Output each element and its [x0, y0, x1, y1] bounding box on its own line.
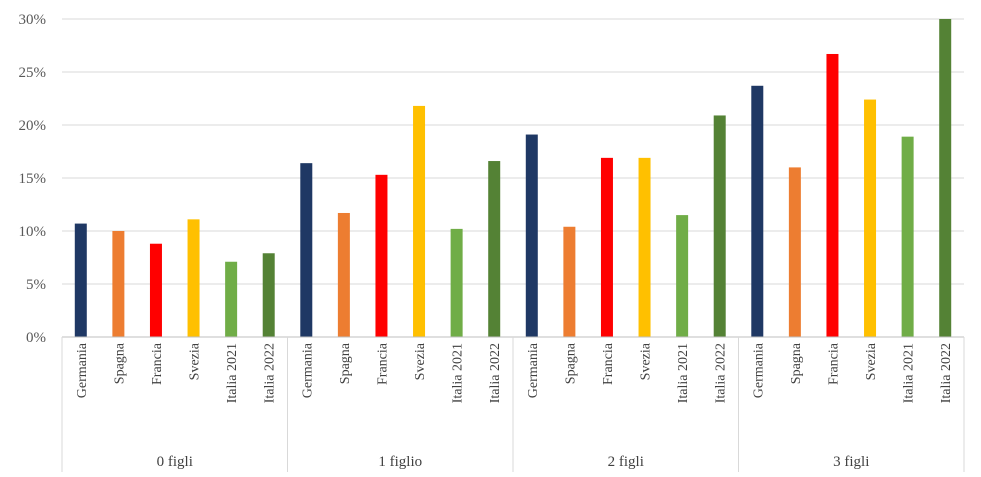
- bar-germania: [74, 223, 87, 337]
- bar-italia-2021: [676, 215, 689, 337]
- group-label: 2 figli: [608, 454, 644, 470]
- bar-svezia: [187, 219, 200, 337]
- bar-italia-2021: [225, 261, 238, 337]
- group-label: 3 figli: [833, 454, 869, 470]
- bar-italia-2021: [450, 228, 463, 337]
- bar-spagna: [112, 231, 125, 337]
- group-label: 0 figli: [157, 454, 193, 470]
- bar-germania: [300, 163, 313, 337]
- bar-italia-2022: [713, 115, 726, 338]
- x-axis: Germania Spagna Francia Svezia Italia 2021 It…: [61, 336, 965, 472]
- category-label: Italia 2022: [488, 343, 503, 403]
- category-label: Spagna: [338, 342, 353, 384]
- bar-francia: [149, 243, 162, 337]
- y-tick-label: 0%: [26, 330, 46, 346]
- bar-francia: [600, 157, 613, 337]
- bar-svezia: [864, 99, 877, 337]
- bar-svezia: [413, 105, 426, 337]
- y-tick-label: 10%: [19, 224, 47, 240]
- category-label: Francia: [150, 342, 165, 385]
- bar-spagna: [788, 167, 801, 337]
- category-label: Germania: [751, 342, 766, 398]
- category-label: Spagna: [563, 342, 578, 384]
- category-label: Francia: [601, 342, 616, 385]
- category-label: Svezia: [413, 342, 428, 380]
- category-label: Francia: [826, 342, 841, 385]
- bar-italia-2022: [939, 19, 952, 337]
- bar-spagna: [563, 226, 576, 337]
- y-tick-label: 15%: [19, 171, 47, 187]
- bar-germania: [525, 134, 538, 337]
- category-label: Italia 2021: [451, 343, 466, 403]
- bars: [74, 19, 952, 338]
- category-label: Svezia: [188, 342, 203, 380]
- bar-italia-2022: [488, 161, 501, 337]
- category-label: Germania: [75, 342, 90, 398]
- y-axis: 0% 5% 10% 15% 20% 25% 30%: [19, 12, 47, 346]
- category-label: Italia 2022: [263, 343, 278, 403]
- group-label: 1 figlio: [378, 454, 422, 470]
- category-label: Spagna: [112, 342, 127, 384]
- category-label: Italia 2022: [714, 343, 729, 403]
- bar-germania: [751, 85, 764, 337]
- category-label: Italia 2021: [902, 343, 917, 403]
- category-label: Svezia: [639, 342, 654, 380]
- category-label: Italia 2022: [939, 343, 954, 403]
- bar-italia-2022: [262, 253, 275, 337]
- category-label: Germania: [526, 342, 541, 398]
- y-tick-label: 5%: [26, 277, 46, 293]
- gridlines: [62, 18, 964, 338]
- bar-francia: [375, 174, 388, 337]
- bar-svezia: [638, 157, 651, 337]
- category-label: Italia 2021: [225, 343, 240, 403]
- bar-italia-2021: [901, 136, 914, 337]
- bar-spagna: [337, 212, 350, 337]
- y-tick-label: 20%: [19, 118, 47, 134]
- y-tick-label: 30%: [19, 12, 47, 28]
- category-label: Italia 2021: [676, 343, 691, 403]
- bar-francia: [826, 53, 839, 337]
- category-label: Spagna: [789, 342, 804, 384]
- y-tick-label: 25%: [19, 65, 47, 81]
- category-label: Germania: [300, 342, 315, 398]
- category-label: Svezia: [864, 342, 879, 380]
- category-label: Francia: [375, 342, 390, 385]
